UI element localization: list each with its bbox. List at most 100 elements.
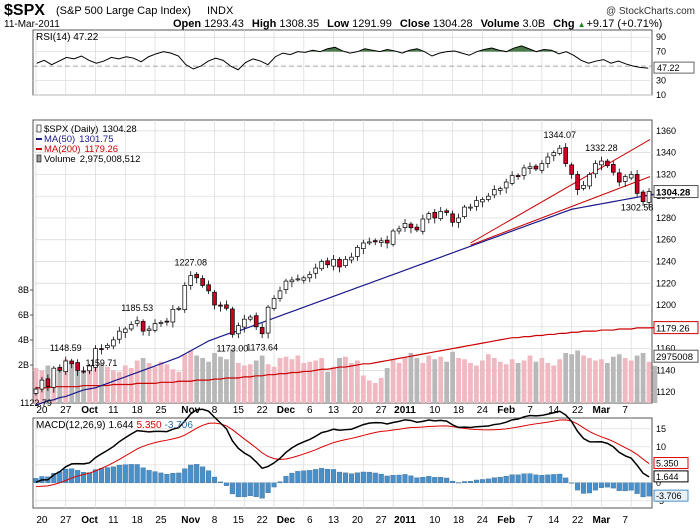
rsi-tick-label: 90 [656, 32, 666, 42]
x-axis-label: 25 [155, 405, 167, 416]
volume-bar [432, 359, 438, 403]
legend-swatch [36, 124, 42, 133]
candle-body [39, 379, 45, 390]
candle-body [188, 275, 194, 286]
candle-body [134, 320, 140, 324]
volume-bar [527, 355, 533, 403]
candle-body [593, 163, 598, 175]
volume-bar [259, 355, 265, 403]
candle-body [420, 218, 426, 232]
macd-histogram-bar [116, 464, 122, 483]
macd-x-axis: 20 27 Oct 11 18 25 Nov 8 15 22 Dec 6 13 20 27 2011 10 18 2… [36, 515, 628, 526]
candle-body [581, 184, 586, 189]
candle-body [122, 328, 128, 333]
volume-bar [414, 358, 420, 403]
macd-histogram-bar [503, 475, 509, 483]
volume-bar [218, 356, 223, 403]
volume-bar [426, 355, 432, 403]
candle-body [194, 273, 199, 279]
candle-body [140, 321, 146, 332]
candle-body [521, 167, 527, 176]
channel-lower-line [470, 176, 651, 246]
candle-body [182, 285, 188, 310]
volume-bar [616, 354, 622, 403]
candle-body [51, 367, 57, 388]
legend-value: 1304.28 [102, 124, 136, 135]
x-axis-label: Feb [497, 405, 515, 416]
volume-bar [241, 365, 247, 403]
candle-body [515, 175, 521, 177]
rsi-tick-label: 10 [656, 90, 666, 100]
price-annotation: 1302.58 [621, 202, 654, 212]
macd-tick-label: 10 [656, 442, 666, 452]
candle-body [551, 152, 557, 157]
volume-bar [81, 371, 86, 403]
chart-header: $SPX (S&P 500 Large Cap Index) INDX @ Stock… [4, 2, 695, 30]
legend-entry: Volume 2,975,008,512 [44, 154, 140, 165]
legend-swatch [36, 154, 42, 163]
x-axis-label: 20 [36, 515, 48, 526]
macd-histogram-bar [122, 464, 128, 483]
macd-histogram-bar [485, 478, 491, 483]
candle-body [557, 147, 563, 154]
volume-bar [497, 361, 503, 403]
macd-histogram-bar [146, 470, 152, 483]
candle-body [444, 210, 449, 213]
candle-body [432, 211, 438, 219]
volume-bar [366, 380, 372, 403]
rsi-tick-label: 70 [656, 47, 666, 57]
candle-body [81, 370, 86, 373]
macd-histogram-bar [241, 482, 247, 498]
macd-histogram-bar [307, 470, 313, 483]
candle-body [349, 256, 354, 261]
macd-histogram-bar [450, 480, 456, 483]
x-axis-label: Mar [593, 515, 611, 526]
candle-body [491, 189, 497, 196]
macd-histogram-bar [444, 477, 450, 483]
ma50-line [35, 193, 656, 406]
macd-value: 1.644 [108, 420, 133, 431]
volume-bar [253, 360, 259, 403]
macd-histogram-bar [354, 472, 360, 483]
volume-bar [557, 359, 563, 403]
volume-tick-label: 6B [18, 310, 29, 320]
candle-body [527, 166, 533, 169]
volume-bar [444, 361, 450, 403]
macd-histogram-bar [515, 474, 521, 483]
x-axis-label: 13 [328, 515, 340, 526]
macd-histogram-bar [456, 482, 462, 484]
volume-bar [265, 364, 271, 403]
price-annotation: 1185.53 [121, 303, 153, 313]
rsi-title: RSI(14) 47.22 [36, 32, 99, 43]
volume-bar [331, 366, 336, 403]
x-axis-label: Oct [81, 515, 98, 526]
candle-body [474, 200, 479, 207]
right-value-label: 1304.28 [656, 188, 690, 199]
legend-name: MA(50) [44, 134, 75, 145]
candle-body [307, 274, 313, 279]
macd-panel: 151050-5MACD(12,26,9)1.6445.350-3.7065.3… [32, 408, 689, 509]
macd-histogram-bar [176, 472, 182, 483]
x-axis-label: 7 [622, 515, 628, 526]
candle-body [289, 279, 295, 283]
volume-tick-label: 4B [18, 335, 29, 345]
macd-histogram-bar [247, 482, 253, 497]
x-axis-label: 7 [527, 405, 533, 416]
macd-tick-label: 0 [656, 478, 661, 488]
x-axis-label: 18 [453, 405, 465, 416]
ticker-symbol: $SPX [4, 2, 45, 19]
channel-upper-line [470, 139, 651, 244]
candle-body [164, 320, 170, 323]
candle-body [259, 327, 265, 335]
x-axis-label: Nov [181, 405, 200, 416]
x-axis-label: Nov [181, 515, 200, 526]
macd-line [35, 408, 650, 483]
macd-histogram-bar [438, 477, 444, 483]
volume-bar [581, 355, 586, 403]
macd-right-label: 5.350 [656, 459, 679, 469]
macd-histogram-bar [348, 473, 354, 483]
candle-body [242, 318, 247, 328]
macd-histogram-bar [598, 482, 604, 488]
price-annotation: 1148.59 [50, 343, 82, 353]
